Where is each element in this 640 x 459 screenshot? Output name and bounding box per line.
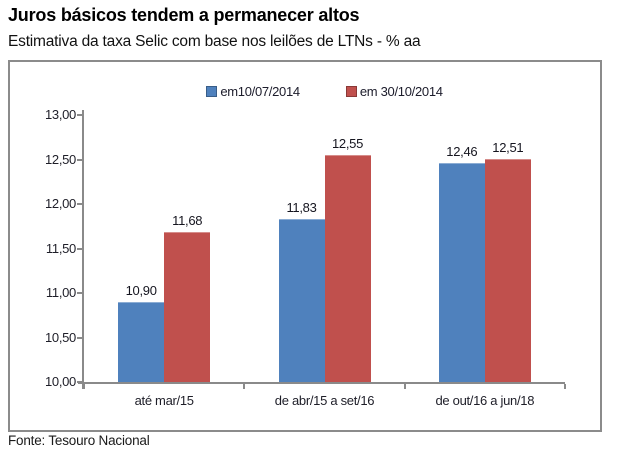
legend-swatch-red [345,85,357,97]
y-tick-mark [77,381,82,383]
y-tick-label: 12,50 [44,151,76,167]
x-axis-line [78,382,565,384]
y-tick-mark [77,158,82,161]
bar-blue [278,219,325,382]
bar-value-label: 11,68 [172,213,203,229]
legend-item-blue: em10/07/2014 [206,84,300,99]
bar-value-label: 12,55 [331,136,364,152]
legend-item-red: em 30/10/2014 [345,83,443,99]
page-title: Juros básicos tendem a permanecer altos [8,5,360,25]
x-tick-mark [83,384,85,389]
bar-red [164,232,211,382]
bar-value-label: 10,90 [125,282,157,298]
y-tick-mark [77,336,82,339]
x-tick-mark [564,384,566,389]
x-tick-mark [243,384,246,389]
y-tick-label: 13,00 [44,107,76,122]
legend-label-red: em 30/10/2014 [359,83,443,99]
bar-value-label: 12,51 [492,139,524,155]
bar-red [484,158,531,382]
y-tick-mark [77,114,82,116]
bar-blue [118,301,165,382]
y-tick-label: 10,00 [44,374,76,389]
y-axis-line [82,110,84,389]
y-tick-mark [77,203,82,205]
chart-legend: em10/07/2014 em 30/10/2014 [84,82,565,100]
bar-value-label: 12,46 [446,144,478,160]
legend-swatch-blue [206,85,218,97]
source-note: Fonte: Tesouro Nacional [8,433,150,448]
legend-label-blue: em10/07/2014 [220,83,300,99]
chart-frame: em10/07/2014 em 30/10/2014 13,00 12,50 12,… [8,60,602,432]
page-subtitle: Estimativa da taxa Selic com base nos le… [8,33,421,50]
y-tick-label: 11,00 [45,285,76,300]
x-tick-mark [403,384,406,389]
bar-red [324,155,371,382]
y-tick-label: 11,50 [45,240,76,256]
x-category-label: de out/16 a jun/18 [435,393,535,408]
y-tick-label: 10,50 [44,329,76,345]
bar-blue [438,163,485,382]
y-tick-label: 12,00 [44,196,76,211]
x-category-label: até mar/15 [134,393,194,408]
y-tick-mark [77,292,82,294]
x-category-label: de abr/15 a set/16 [274,393,375,408]
y-tick-mark [77,247,82,250]
bar-value-label: 11,83 [286,200,317,216]
